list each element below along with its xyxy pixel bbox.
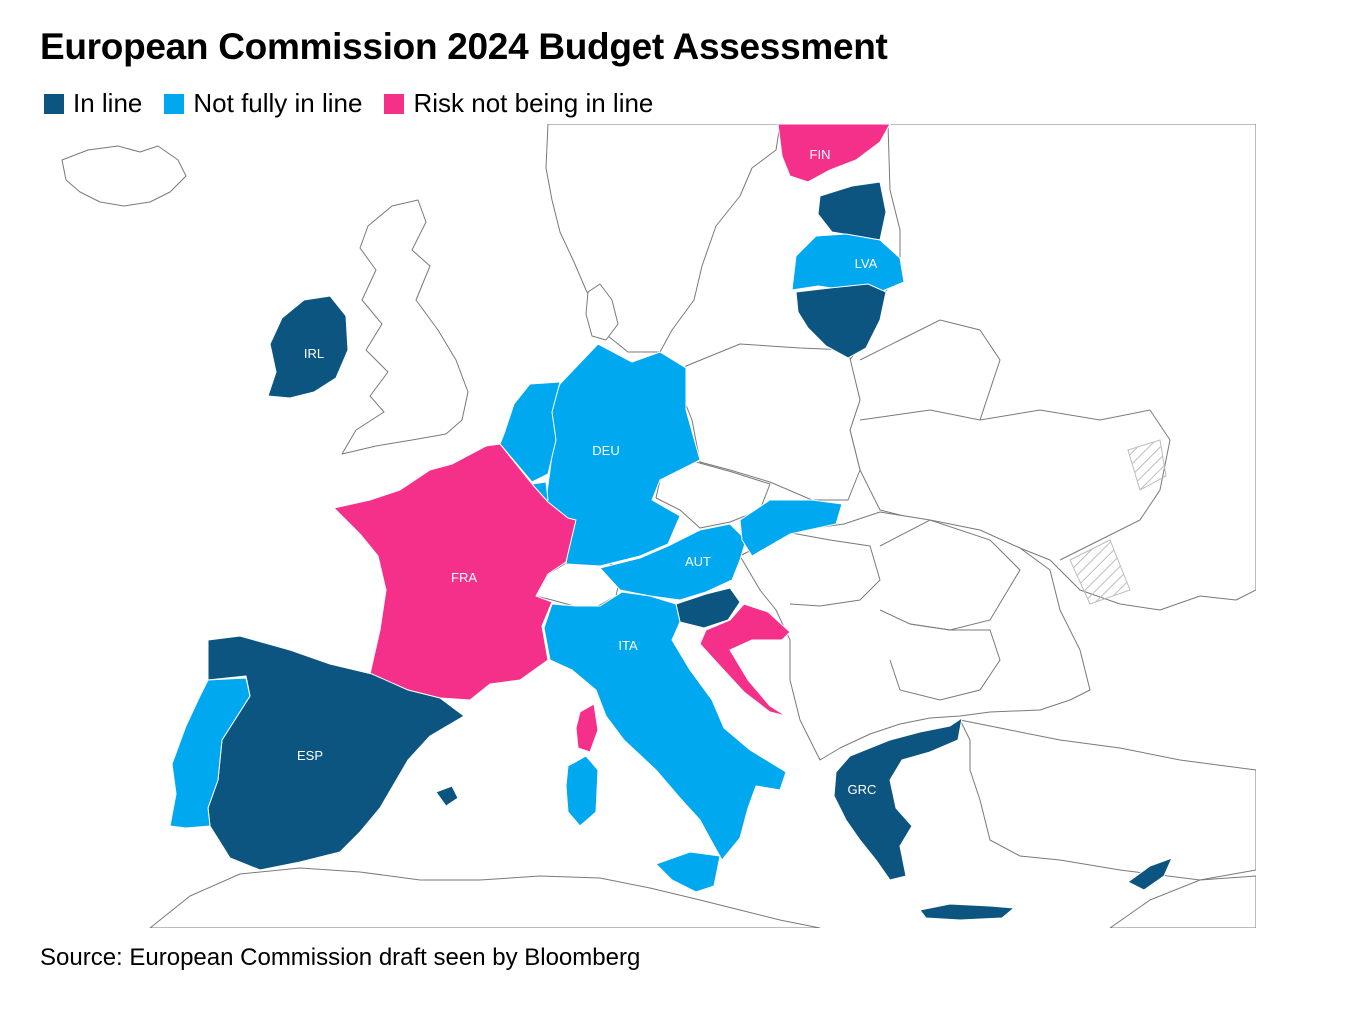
denmark-shape (585, 283, 619, 341)
country-label-aut: AUT (685, 554, 711, 569)
country-label-deu: DEU (592, 443, 619, 458)
country-latvia (791, 233, 905, 293)
legend: In line Not fully in line Risk not being… (44, 88, 675, 119)
country-label-esp: ESP (297, 748, 323, 763)
country-croatia (699, 603, 791, 717)
legend-item-not-fully-in-line: Not fully in line (164, 88, 362, 119)
country-italy-sardinia (565, 755, 599, 827)
north-africa-shape (149, 867, 821, 928)
crimea-hatch (1127, 439, 1167, 491)
country-ireland (267, 295, 349, 399)
donbas-hatch (1069, 539, 1131, 605)
country-france (333, 443, 577, 701)
legend-label-in-line: In line (73, 88, 143, 118)
country-finland (777, 124, 891, 183)
legend-label-risk: Risk not being in line (413, 88, 654, 118)
country-portugal (169, 677, 251, 829)
country-italy-sicily (655, 851, 721, 893)
country-spain-balearics (435, 785, 459, 807)
ukraine-border (859, 409, 1171, 561)
scandinavia-shape (545, 124, 781, 353)
source-note: Source: European Commission draft seen b… (40, 944, 641, 971)
country-label-fra: FRA (451, 570, 477, 585)
country-italy (543, 591, 787, 861)
country-label-lva: LVA (855, 256, 878, 271)
country-greece-crete (919, 903, 1015, 921)
poland-shape (679, 343, 861, 501)
country-cyprus (1127, 857, 1173, 891)
balkans-shape (739, 511, 1091, 761)
country-slovenia (675, 587, 741, 629)
chart-title: European Commission 2024 Budget Assessme… (40, 26, 888, 67)
country-label-grc: GRC (848, 782, 877, 797)
legend-item-in-line: In line (44, 88, 142, 119)
legend-swatch-risk (384, 93, 405, 114)
country-label-fin: FIN (810, 147, 831, 162)
country-greece (833, 717, 963, 881)
country-lithuania (795, 283, 887, 359)
country-france-corsica (575, 703, 599, 753)
czechia-shape (655, 461, 771, 529)
country-label-irl: IRL (304, 346, 324, 361)
country-slovakia (739, 499, 843, 557)
bulgaria-border (889, 623, 1001, 701)
legend-swatch-in-line (44, 93, 64, 114)
middle-east-shape (1109, 875, 1256, 928)
belarus-border (859, 319, 1001, 421)
country-label-ita: ITA (618, 638, 638, 653)
legend-item-risk: Risk not being in line (384, 88, 653, 119)
legend-swatch-not-fully-in-line (164, 93, 185, 114)
iceland-shape (61, 145, 187, 207)
country-estonia (817, 181, 887, 241)
legend-label-not-fully-in-line: Not fully in line (193, 88, 363, 118)
hungary-border (785, 531, 881, 607)
country-netherlands-belgium (499, 381, 561, 483)
great-britain-shape (341, 199, 469, 455)
turkey-shape (959, 719, 1256, 881)
